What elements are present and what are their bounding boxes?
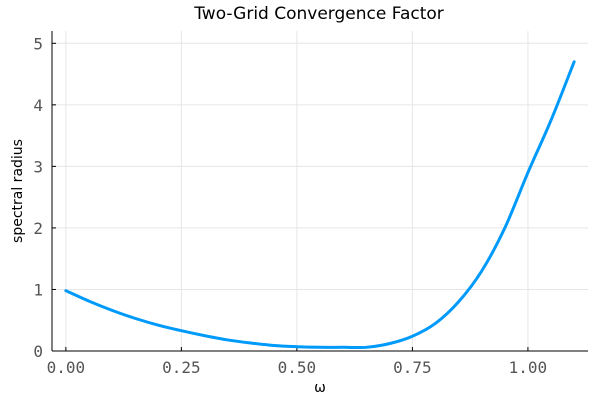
grid-lines bbox=[52, 31, 588, 352]
x-tick-labels: 0.00 0.25 0.50 0.75 1.00 bbox=[47, 347, 548, 377]
y-axis-label: spectral radius bbox=[10, 139, 26, 243]
x-tick-label: 0.50 bbox=[278, 358, 317, 377]
x-tick-label: 0.25 bbox=[162, 358, 201, 377]
y-tick-label: 4 bbox=[33, 96, 43, 115]
y-tick-label: 1 bbox=[33, 280, 43, 299]
series-line bbox=[64, 60, 576, 350]
series-layer bbox=[64, 60, 576, 350]
x-tick-label: 0.75 bbox=[393, 358, 432, 377]
y-tick-label: 2 bbox=[33, 219, 43, 238]
x-tick-label: 1.00 bbox=[509, 358, 548, 377]
x-axis-label: ω bbox=[314, 380, 326, 396]
x-tick-label: 0.00 bbox=[47, 358, 86, 377]
y-tick-labels: 0 1 2 3 4 5 bbox=[33, 34, 56, 361]
y-tick-label: 0 bbox=[33, 342, 43, 361]
y-tick-label: 5 bbox=[33, 34, 43, 53]
chart-title: Two-Grid Convergence Factor bbox=[193, 4, 444, 24]
axes bbox=[51, 31, 588, 352]
y-tick-label: 3 bbox=[33, 157, 43, 176]
